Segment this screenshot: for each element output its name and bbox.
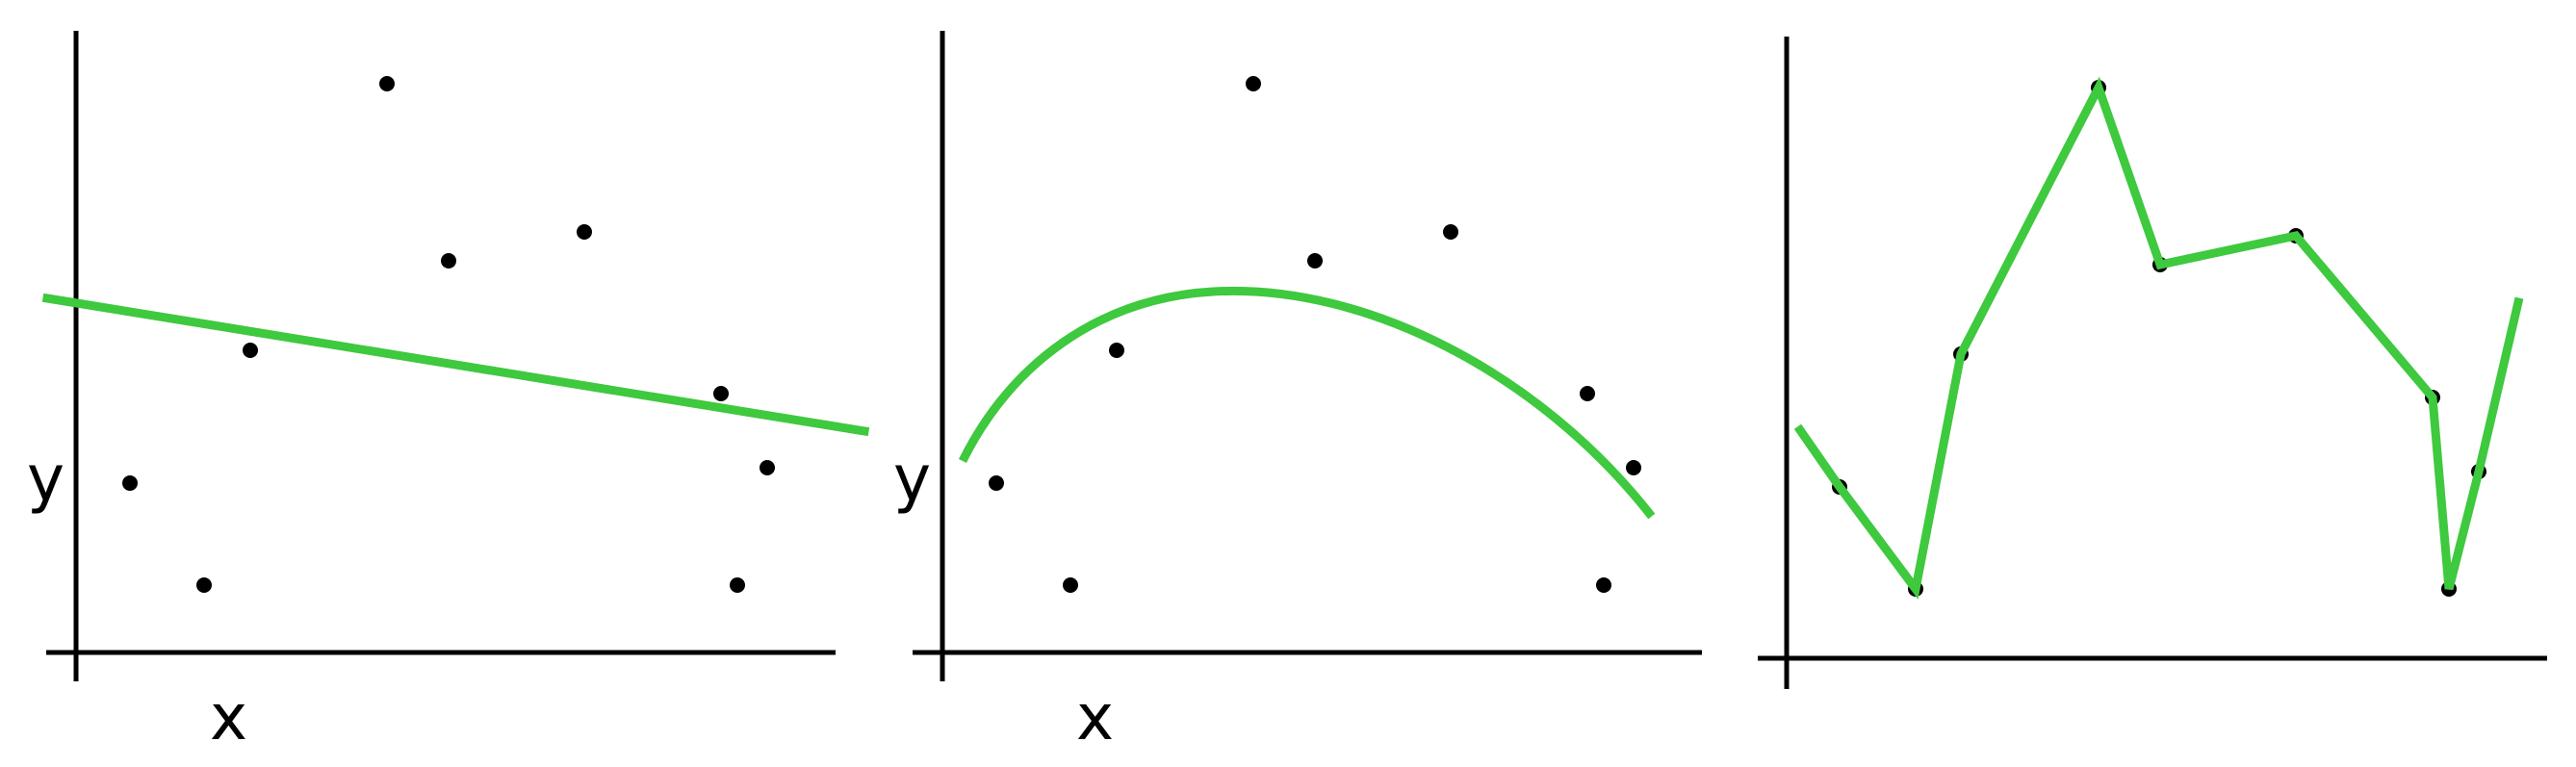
data-point bbox=[713, 386, 729, 401]
quadratic-fit-curve bbox=[958, 286, 1656, 520]
x-axis-label: x bbox=[1076, 680, 1114, 754]
x-axis-label: x bbox=[210, 680, 247, 754]
data-point bbox=[1246, 76, 1261, 91]
data-point bbox=[243, 343, 258, 358]
overfit-polyline bbox=[1793, 76, 2524, 600]
data-points bbox=[122, 76, 775, 593]
data-point bbox=[379, 76, 395, 91]
data-point bbox=[1580, 386, 1595, 401]
data-point bbox=[196, 577, 212, 593]
data-point bbox=[122, 475, 138, 491]
panel-quadratic-fit: y x bbox=[893, 31, 1702, 754]
data-point bbox=[760, 460, 775, 475]
data-point bbox=[1307, 253, 1323, 268]
data-point bbox=[577, 224, 592, 240]
linear-fit-line bbox=[41, 293, 870, 437]
data-points bbox=[989, 76, 1641, 593]
y-axis-label: y bbox=[27, 442, 64, 516]
panel-linear-fit: y x bbox=[27, 31, 870, 754]
data-point bbox=[1063, 577, 1078, 593]
data-point bbox=[441, 253, 456, 268]
data-point bbox=[1596, 577, 1611, 593]
y-axis-label: y bbox=[893, 442, 931, 516]
data-point bbox=[989, 475, 1004, 491]
data-point bbox=[1109, 343, 1124, 358]
data-point bbox=[730, 577, 745, 593]
panel-overfit bbox=[1758, 37, 2547, 689]
data-point bbox=[1443, 224, 1458, 240]
data-point bbox=[1626, 460, 1641, 475]
